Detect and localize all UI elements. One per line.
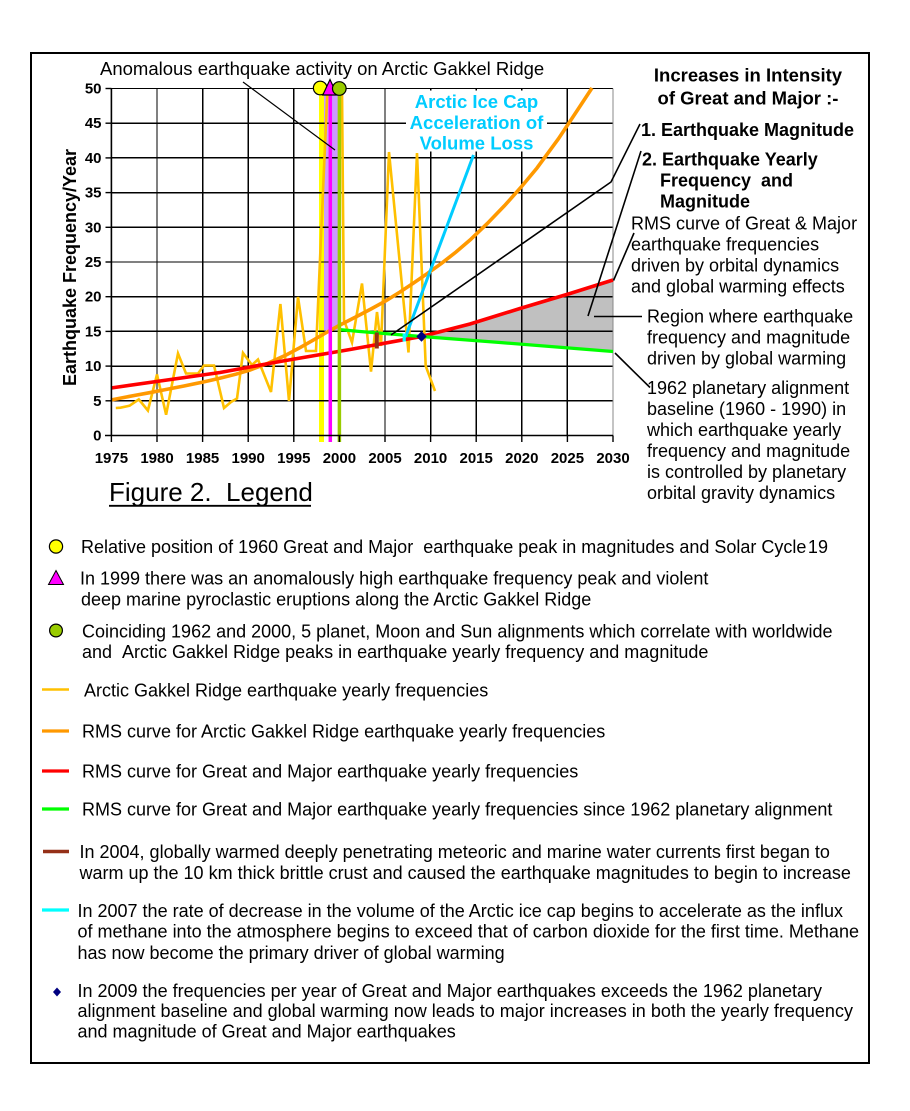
svg-text:earthquake frequencies: earthquake frequencies <box>631 235 819 255</box>
svg-text:Increases in Intensity: Increases in Intensity <box>654 65 843 86</box>
svg-text:Coinciding 1962 and 2000, 5 pl: Coinciding 1962 and 2000, 5 planet, Moon… <box>82 622 832 642</box>
svg-text:frequency and magnitude: frequency and magnitude <box>647 328 850 348</box>
svg-text:RMS curve for Great and Major: RMS curve for Great and Major earthquake… <box>82 800 832 820</box>
svg-text:In 1999 there was an anomalous: In 1999 there was an anomalously high ea… <box>80 569 708 589</box>
svg-text:1990: 1990 <box>232 450 265 467</box>
svg-text:20: 20 <box>85 289 102 306</box>
svg-text:2020: 2020 <box>505 450 538 467</box>
svg-text:Earthquake Frequency/Year: Earthquake Frequency/Year <box>60 149 80 386</box>
svg-text:RMS curve for Arctic Gakkel Ri: RMS curve for Arctic Gakkel Ridge earthq… <box>82 722 605 742</box>
svg-text:1962 planetary alignment: 1962 planetary alignment <box>647 378 849 398</box>
svg-text:driven by global warming: driven by global warming <box>647 349 846 369</box>
svg-text:is controlled by planetary: is controlled by planetary <box>647 462 846 482</box>
svg-text:2010: 2010 <box>414 450 447 467</box>
svg-text:baseline (1960 - 1990) in: baseline (1960 - 1990) in <box>647 399 846 419</box>
svg-text:of Great and Major :-: of Great and Major :- <box>658 88 839 109</box>
svg-text:orbital gravity dynamics: orbital gravity dynamics <box>647 483 835 503</box>
svg-text:and Arctic Gakkel Ridge peaks: and Arctic Gakkel Ridge peaks in earthqu… <box>82 642 708 662</box>
svg-text:2030: 2030 <box>596 450 629 467</box>
svg-text:1985: 1985 <box>186 450 219 467</box>
svg-text:Relative position of 1960 Grea: Relative position of 1960 Great and Majo… <box>81 537 828 557</box>
svg-text:2. Earthquake Yearly: 2. Earthquake Yearly <box>642 150 818 170</box>
svg-text:Frequency and: Frequency and <box>660 171 793 191</box>
svg-text:and global warming effects: and global warming effects <box>631 277 845 297</box>
svg-text:1975: 1975 <box>95 450 128 467</box>
svg-text:In 2007 the rate of decrease i: In 2007 the rate of decrease in the volu… <box>78 901 843 921</box>
svg-text:35: 35 <box>85 185 102 202</box>
svg-text:warm up the 10 km thick brittl: warm up the 10 km thick brittle crust an… <box>79 863 851 883</box>
svg-text:2015: 2015 <box>460 450 493 467</box>
svg-text:has now become the primary dri: has now become the primary driver of glo… <box>78 943 505 963</box>
svg-text:Acceleration of: Acceleration of <box>410 112 544 133</box>
svg-text:RMS curve of Great & Major: RMS curve of Great & Major <box>631 214 857 234</box>
svg-text:Arctic Ice Cap: Arctic Ice Cap <box>415 91 538 112</box>
svg-text:alignment baseline and global: alignment baseline and global warming no… <box>78 1001 853 1021</box>
svg-text:1980: 1980 <box>140 450 173 467</box>
svg-text:30: 30 <box>85 219 102 236</box>
svg-text:2005: 2005 <box>368 450 401 467</box>
svg-text:2000: 2000 <box>323 450 356 467</box>
svg-text:In 2004, globally warmed deepl: In 2004, globally warmed deeply penetrat… <box>80 842 830 862</box>
svg-text:Region where earthquake: Region where earthquake <box>647 307 853 327</box>
svg-text:Magnitude: Magnitude <box>660 192 750 212</box>
svg-text:5: 5 <box>93 393 101 410</box>
svg-text:RMS curve for Great and Major: RMS curve for Great and Major earthquake… <box>82 762 578 782</box>
svg-text:1995: 1995 <box>277 450 310 467</box>
svg-text:which earthquake yearly: which earthquake yearly <box>646 420 841 440</box>
svg-text:2025: 2025 <box>551 450 584 467</box>
svg-text:0: 0 <box>93 428 101 445</box>
svg-text:50: 50 <box>85 81 102 98</box>
svg-text:10: 10 <box>85 358 102 375</box>
svg-text:Arctic Gakkel Ridge earthquake: Arctic Gakkel Ridge earthquake yearly fr… <box>84 681 488 701</box>
svg-text:frequency and magnitude: frequency and magnitude <box>647 441 850 461</box>
svg-text:1. Earthquake Magnitude: 1. Earthquake Magnitude <box>641 120 854 140</box>
svg-text:deep marine pyroclastic erupti: deep marine pyroclastic eruptions along … <box>81 590 591 610</box>
svg-text:Anomalous earthquake activity: Anomalous earthquake activity on Arctic … <box>100 58 544 79</box>
svg-text:40: 40 <box>85 150 102 167</box>
svg-text:and magnitude of Great and Maj: and magnitude of Great and Major earthqu… <box>78 1022 456 1042</box>
svg-text:of methane into the atmosphere: of methane into the atmosphere begins to… <box>78 921 859 941</box>
svg-text:45: 45 <box>85 115 102 132</box>
svg-text:In 2009 the frequencies per ye: In 2009 the frequencies per year of Grea… <box>78 981 822 1001</box>
svg-text:Volume Loss: Volume Loss <box>420 133 534 154</box>
svg-text:Figure 2. Legend: Figure 2. Legend <box>109 477 313 507</box>
svg-text:25: 25 <box>85 254 102 271</box>
svg-text:driven by orbital dynamics: driven by orbital dynamics <box>631 256 839 276</box>
svg-text:15: 15 <box>85 323 102 340</box>
